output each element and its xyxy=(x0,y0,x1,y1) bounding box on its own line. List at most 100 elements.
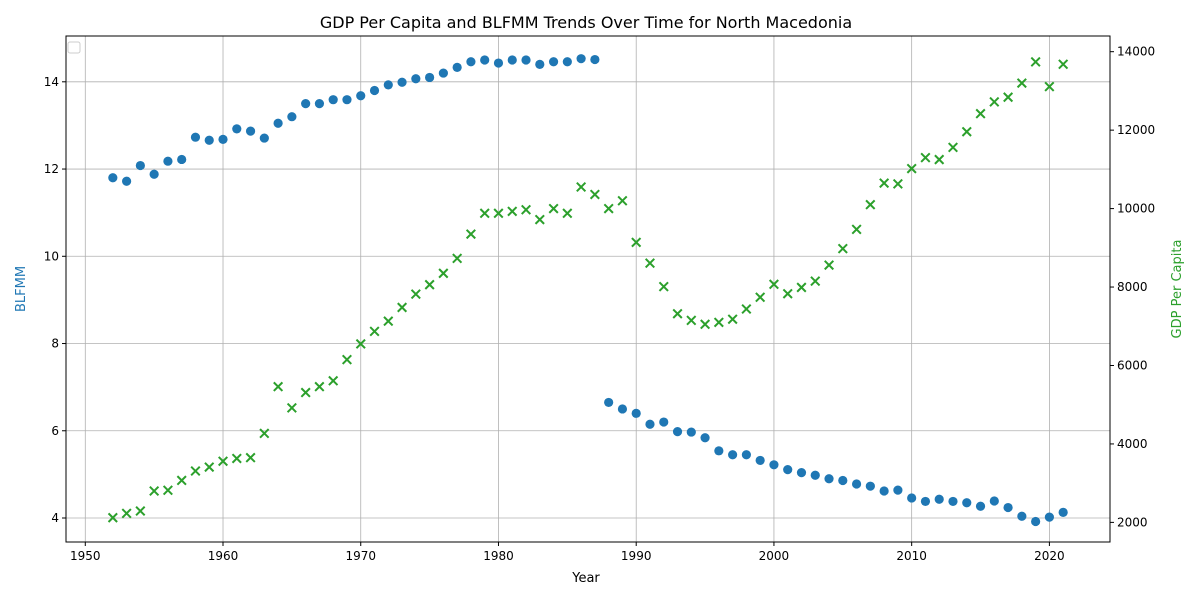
blfmm-point xyxy=(135,160,145,171)
gdp-point xyxy=(507,206,518,217)
blfmm-point xyxy=(122,176,132,186)
gdp-point xyxy=(162,485,173,496)
gdp-point xyxy=(892,178,903,189)
plot-frame xyxy=(65,35,1111,543)
gdp-point xyxy=(328,375,339,386)
blfmm-point xyxy=(617,404,628,414)
gdp-point xyxy=(479,208,490,219)
gdp-point xyxy=(644,258,655,269)
gdp-point xyxy=(190,465,201,477)
blfmm-point xyxy=(314,99,325,109)
blfmm-point xyxy=(714,446,724,456)
gdp-point xyxy=(824,260,835,271)
blfmm-point xyxy=(700,433,710,443)
blfmm-point xyxy=(1058,507,1068,517)
x-axis-ticks: 1950 1960 1970 1980 1990 2000 2010 2020 xyxy=(70,542,1065,563)
blfmm-point xyxy=(204,135,214,145)
gdp-point xyxy=(589,189,600,200)
right-y-tick-label: 12000 xyxy=(1117,123,1155,137)
right-y-axis-label: GDP Per Capita xyxy=(1170,240,1185,339)
blfmm-point xyxy=(728,450,738,460)
blfmm-point xyxy=(562,57,572,67)
blfmm-point xyxy=(369,85,380,96)
blfmm-series xyxy=(108,54,1068,527)
right-y-tick-label: 10000 xyxy=(1117,202,1155,216)
blfmm-point xyxy=(328,95,338,105)
gdp-point xyxy=(961,126,972,137)
x-tick-label: 1990 xyxy=(621,549,652,563)
x-tick-label: 1970 xyxy=(345,549,376,563)
gdp-point xyxy=(1016,78,1027,89)
gdp-point xyxy=(713,317,724,328)
x-tick-label: 2010 xyxy=(896,549,927,563)
blfmm-point xyxy=(108,173,118,183)
gdp-point xyxy=(768,279,779,290)
blfmm-point xyxy=(301,99,311,109)
gdp-point xyxy=(837,243,848,254)
grid-lines xyxy=(66,36,1110,542)
blfmm-point xyxy=(548,57,559,67)
left-y-tick-label: 10 xyxy=(44,249,59,263)
gdp-point xyxy=(1030,56,1041,67)
gdp-point xyxy=(369,326,380,337)
blfmm-point xyxy=(425,72,435,83)
gdp-point xyxy=(521,204,532,215)
chart-title: GDP Per Capita and BLFMM Trends Over Tim… xyxy=(320,13,852,32)
blfmm-point xyxy=(838,475,848,486)
left-y-axis-ticks: 4 6 8 10 12 14 xyxy=(44,75,66,525)
left-y-tick-label: 8 xyxy=(51,337,59,351)
blfmm-point xyxy=(948,496,958,507)
gdp-point xyxy=(231,453,242,464)
blfmm-point xyxy=(907,493,917,503)
gdp-point xyxy=(617,195,628,206)
gdp-point xyxy=(135,506,146,517)
gdp-point xyxy=(603,203,614,214)
blfmm-point xyxy=(810,470,820,480)
left-y-tick-label: 4 xyxy=(51,511,59,525)
gdp-point xyxy=(286,402,297,413)
gdp-point xyxy=(851,224,862,235)
gdp-point xyxy=(975,108,986,119)
gdp-per-capita-series xyxy=(107,56,1069,523)
blfmm-point xyxy=(452,62,462,73)
gdp-point xyxy=(383,316,394,327)
right-y-tick-label: 8000 xyxy=(1117,280,1148,294)
gdp-point xyxy=(438,268,449,279)
gdp-point xyxy=(149,486,160,497)
gdp-point xyxy=(1003,92,1014,103)
blfmm-point xyxy=(149,169,159,179)
gdp-point xyxy=(782,288,793,299)
blfmm-point xyxy=(163,156,173,166)
blfmm-point xyxy=(975,501,986,511)
data-series xyxy=(107,54,1069,527)
gdp-point xyxy=(121,508,132,519)
blfmm-point xyxy=(796,468,807,478)
blfmm-point xyxy=(356,91,366,101)
blfmm-point xyxy=(590,54,600,65)
blfmm-point xyxy=(342,95,352,105)
x-tick-label: 1960 xyxy=(208,549,239,563)
gdp-point xyxy=(245,452,256,463)
gdp-point xyxy=(1044,81,1055,92)
blfmm-point xyxy=(769,460,779,470)
gdp-point xyxy=(810,276,821,287)
gdp-point xyxy=(534,214,545,225)
blfmm-point xyxy=(521,55,531,65)
gdp-point xyxy=(934,154,945,165)
left-y-tick-label: 12 xyxy=(44,162,59,176)
x-axis-label: Year xyxy=(571,571,600,586)
gdp-point xyxy=(176,475,187,486)
gdp-point xyxy=(300,387,311,398)
gdp-point xyxy=(259,428,270,439)
blfmm-point xyxy=(659,417,669,427)
blfmm-point xyxy=(493,58,504,68)
blfmm-point xyxy=(824,474,834,484)
gdp-point xyxy=(548,203,559,214)
left-y-tick-label: 6 xyxy=(51,424,59,438)
right-y-tick-label: 6000 xyxy=(1117,358,1148,372)
x-tick-label: 2000 xyxy=(759,549,790,563)
gdp-point xyxy=(204,462,215,473)
gdp-point xyxy=(341,354,352,365)
gdp-point xyxy=(493,208,504,219)
